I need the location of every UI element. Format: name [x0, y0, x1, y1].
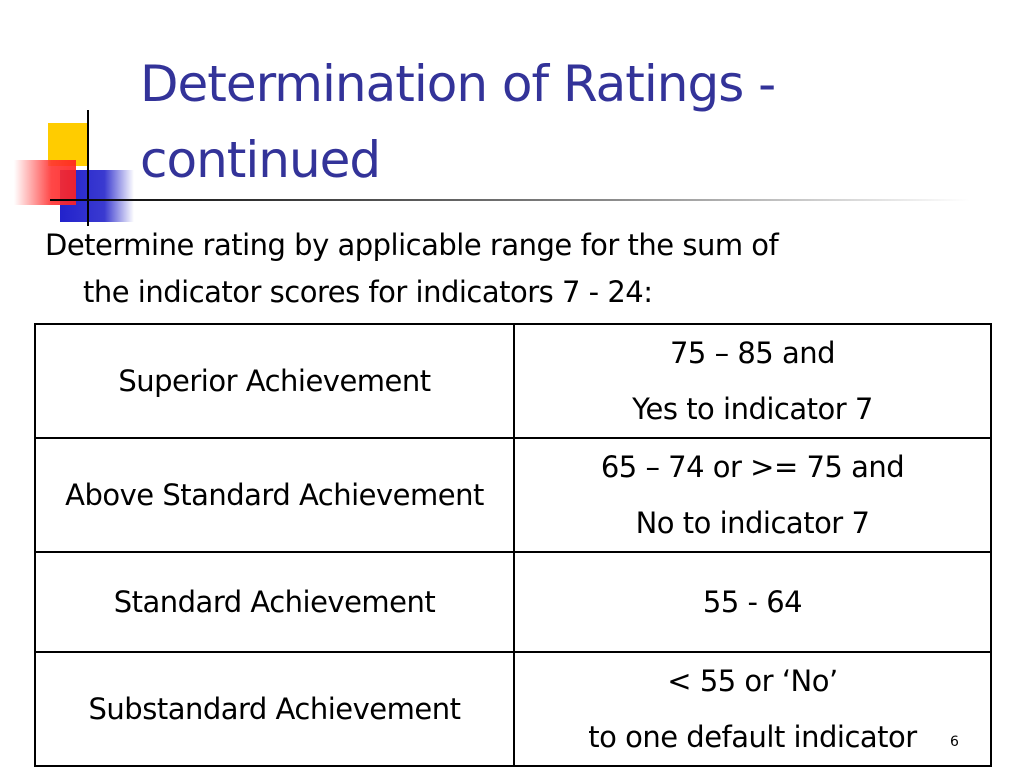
table-row: Substandard Achievement < 55 or ‘No’ to on… — [34, 651, 992, 767]
table-row: Superior Achievement 75 – 85 and Yes to in… — [34, 323, 992, 439]
rating-cell: Above Standard Achievement — [34, 437, 515, 553]
red-square — [14, 160, 76, 205]
range-line: 65 – 74 or >= 75 and — [600, 450, 905, 484]
page-number: 6 — [950, 734, 959, 750]
range-cell: 75 – 85 and Yes to indicator 7 — [513, 323, 992, 439]
intro-line: the indicator scores for indicators 7 - … — [83, 275, 653, 309]
range-line: No to indicator 7 — [635, 506, 870, 540]
range-cell: < 55 or ‘No’ to one default indicator — [513, 651, 992, 767]
title-line: continued — [140, 131, 381, 189]
rating-cell: Substandard Achievement — [34, 651, 515, 767]
rating-cell: Standard Achievement — [34, 551, 515, 653]
range-line: Yes to indicator 7 — [632, 392, 873, 426]
title-line: Determination of Ratings - — [140, 55, 776, 113]
intro-text: Determine rating by applicable range for… — [45, 222, 779, 316]
range-cell: 55 - 64 — [513, 551, 992, 653]
title: Determination of Ratings - continued — [140, 46, 776, 198]
yellow-square — [48, 123, 88, 166]
decoration — [14, 110, 970, 226]
table-row: Standard Achievement 55 - 64 — [34, 551, 992, 653]
range-line: to one default indicator — [588, 720, 917, 754]
range-line: 55 - 64 — [702, 585, 803, 619]
rating-cell: Superior Achievement — [34, 323, 515, 439]
title-rule — [50, 199, 970, 201]
table-row: Above Standard Achievement 65 – 74 or >= … — [34, 437, 992, 553]
range-line: < 55 or ‘No’ — [667, 664, 838, 698]
ratings-table: Superior Achievement 75 – 85 and Yes to in… — [34, 323, 992, 767]
intro-line: Determine rating by applicable range for… — [45, 228, 779, 262]
range-cell: 65 – 74 or >= 75 and No to indicator 7 — [513, 437, 992, 553]
range-line: 75 – 85 and — [669, 336, 836, 370]
